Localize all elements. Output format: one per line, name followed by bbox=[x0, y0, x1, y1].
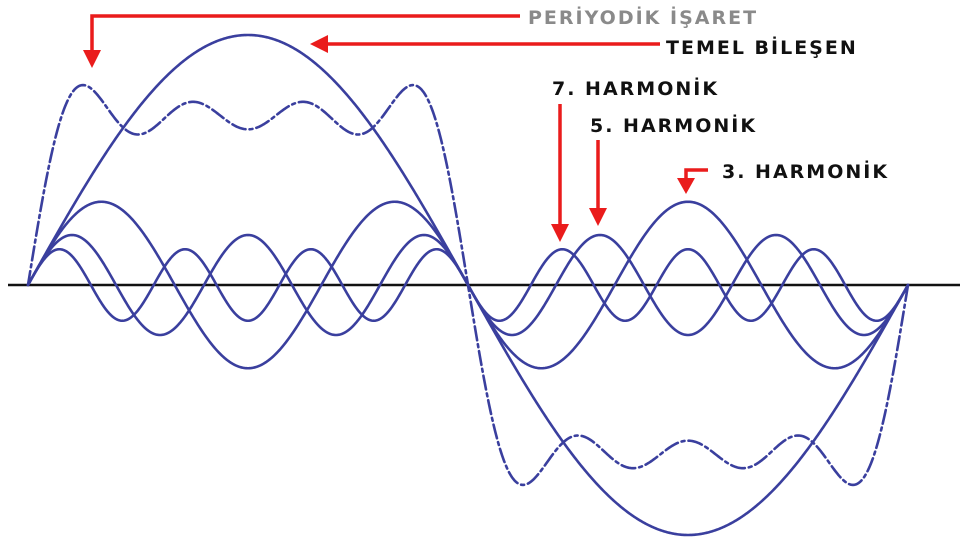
h5-arrowhead bbox=[589, 208, 607, 226]
h3-arrowhead bbox=[677, 178, 695, 194]
fundamental-arrowhead bbox=[310, 35, 328, 53]
h3-label: 3. HARMONİK bbox=[722, 159, 889, 183]
periodic-signal-arrowhead bbox=[83, 50, 101, 68]
h7-label: 7. HARMONİK bbox=[552, 76, 719, 100]
h5-label: 5. HARMONİK bbox=[590, 113, 757, 137]
periodic-signal-arrow bbox=[90, 14, 520, 52]
labels: PERİYODİK İŞARET TEMEL BİLEŞEN 7. HARMON… bbox=[528, 5, 889, 183]
fundamental-label: TEMEL BİLEŞEN bbox=[666, 35, 858, 59]
annotation-arrows bbox=[83, 14, 708, 242]
h7-arrowhead bbox=[551, 224, 569, 242]
waves-group bbox=[26, 33, 910, 537]
periodic-signal-label: PERİYODİK İŞARET bbox=[528, 5, 758, 29]
periodic-signal-wave bbox=[26, 83, 910, 487]
h3-arrow bbox=[684, 168, 708, 180]
